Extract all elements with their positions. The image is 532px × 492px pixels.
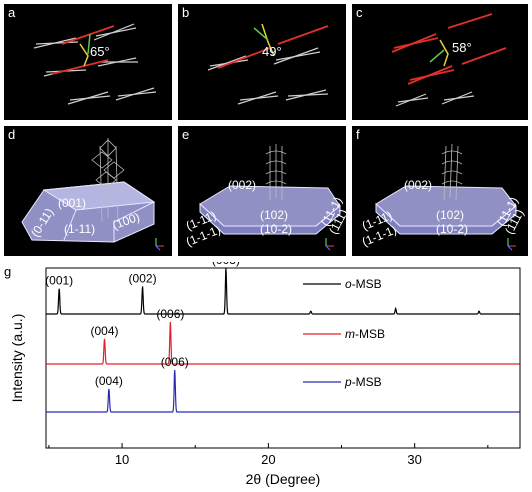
crystal-habit-e bbox=[199, 144, 341, 251]
xrd-chart: g 10 20 30 2θ (Degree) Intensity (a.u.) (001)… bbox=[0, 262, 532, 492]
legend-label: m-MSB bbox=[345, 327, 385, 341]
panel-c: c 58° bbox=[352, 4, 528, 120]
panel-b: b 49° bbox=[178, 4, 346, 120]
facet-label: (002) bbox=[228, 178, 257, 192]
panel-label-g: g bbox=[4, 264, 12, 279]
peak-label: (006) bbox=[156, 307, 184, 321]
facet-label: (002) bbox=[404, 178, 433, 192]
panel-label-f: f bbox=[356, 127, 360, 142]
plot-frame bbox=[45, 267, 521, 449]
dihedral-angle-c: 58° bbox=[452, 40, 472, 55]
series-line-m-MSB bbox=[46, 321, 520, 365]
series-line-o-MSB bbox=[46, 267, 520, 315]
peak-label: (004) bbox=[91, 324, 119, 338]
x-tick-label: 20 bbox=[261, 452, 275, 467]
peak-label: (004) bbox=[95, 374, 123, 388]
panel-e: e (002) (1-11) (1-1-1) (102) (10-2) (11-… bbox=[178, 126, 346, 256]
panel-d: d (001) (0-11) (1-11) (100) bbox=[4, 126, 172, 256]
y-axis-label: Intensity (a.u.) bbox=[9, 314, 25, 403]
panel-f: f (002) (1-11) (1-1-1) (102) (10-2) (11-… bbox=[352, 126, 528, 256]
facet-label: (1-11) bbox=[64, 222, 96, 236]
x-axis-label: 2θ (Degree) bbox=[246, 471, 321, 487]
facet-label: (102) bbox=[436, 208, 465, 222]
panel-a: a 65° bbox=[4, 4, 172, 120]
legend-label: o-MSB bbox=[345, 277, 382, 291]
peak-label: (003) bbox=[212, 262, 240, 267]
panel-label-e: e bbox=[182, 127, 190, 142]
xrd-plot-svg: 10 20 30 2θ (Degree) Intensity (a.u.) (001) (0… bbox=[9, 262, 521, 487]
peak-label: (002) bbox=[129, 271, 157, 285]
facet-label: (10-2) bbox=[436, 222, 469, 236]
facet-label: (102) bbox=[260, 208, 289, 222]
x-tick-label: 10 bbox=[115, 452, 129, 467]
crystal-habit-f bbox=[375, 143, 517, 251]
peak-label: (006) bbox=[161, 355, 189, 369]
panel-label-a: a bbox=[8, 5, 16, 20]
facet-label: (001) bbox=[58, 196, 87, 210]
panel-label-d: d bbox=[8, 127, 16, 142]
molecular-packing-a bbox=[33, 23, 157, 105]
crystal-habit-d bbox=[21, 138, 164, 251]
legend-label: p-MSB bbox=[344, 375, 382, 389]
panel-label-b: b bbox=[182, 5, 190, 20]
facet-label: (10-2) bbox=[260, 222, 293, 236]
dihedral-angle-b: 49° bbox=[262, 44, 282, 59]
peak-label: (001) bbox=[45, 274, 73, 288]
x-tick-label: 30 bbox=[407, 452, 421, 467]
molecular-packing-b bbox=[207, 23, 329, 105]
molecular-packing-c bbox=[391, 13, 507, 107]
series-line-p-MSB bbox=[46, 369, 520, 413]
panel-label-c: c bbox=[356, 5, 363, 20]
dihedral-angle-a: 65° bbox=[90, 44, 110, 59]
